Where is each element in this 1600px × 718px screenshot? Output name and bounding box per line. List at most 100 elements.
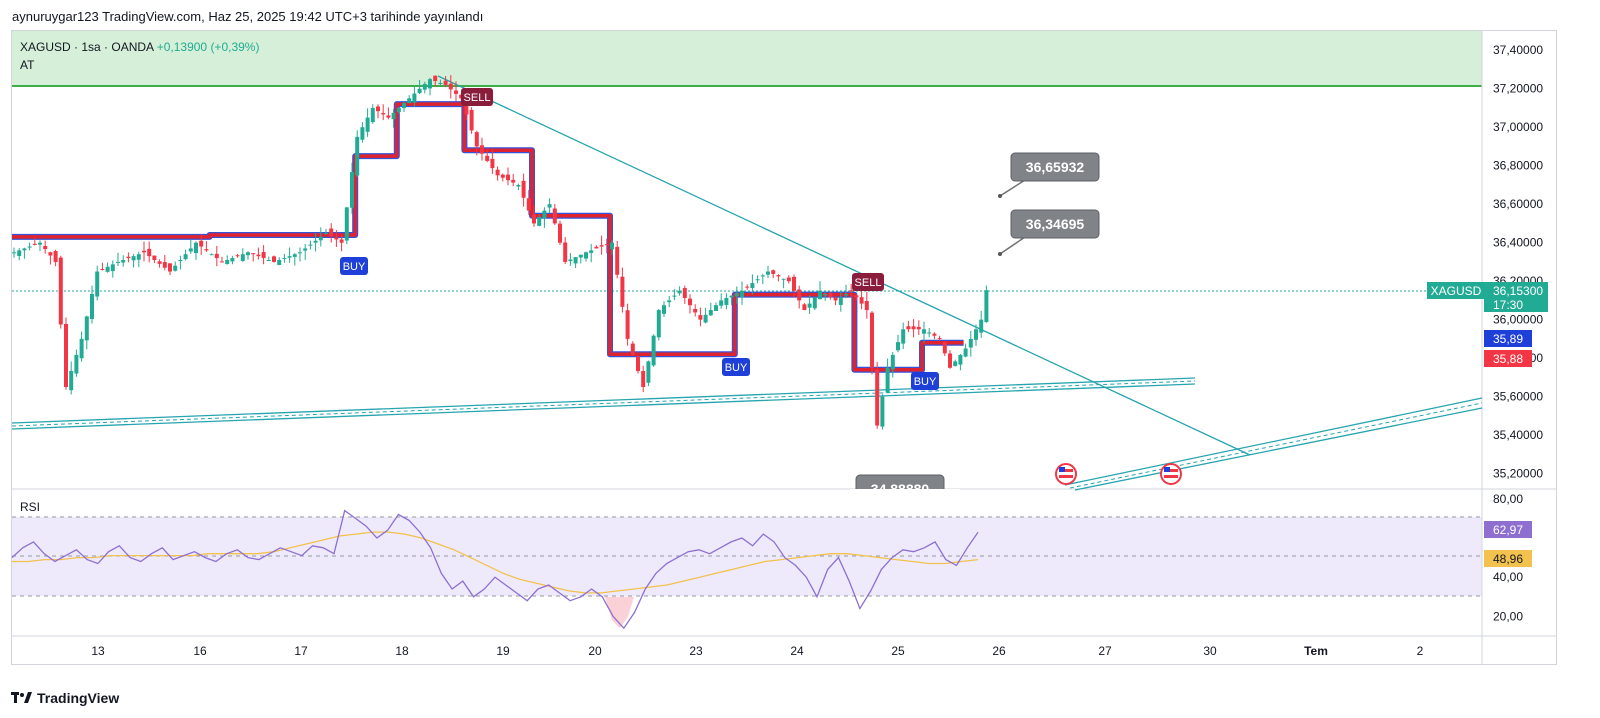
candle-body [526, 198, 531, 211]
us-event-icon[interactable] [1160, 463, 1182, 485]
rising-channel[interactable] [1064, 397, 1483, 491]
candle [859, 289, 864, 310]
candle-body [12, 252, 16, 254]
signal-label: BUY [914, 376, 937, 388]
candle-body [880, 396, 885, 427]
candle-body [974, 329, 978, 340]
signal-sell[interactable]: SELL [852, 273, 884, 291]
callout-box [1010, 209, 1100, 239]
candle-body [922, 329, 926, 334]
candle [698, 307, 703, 327]
signal-buy[interactable]: BUY [340, 257, 368, 275]
candle-body [610, 242, 614, 250]
time-tick-label: 25 [891, 644, 905, 658]
callout-anchor [998, 194, 1002, 198]
candle-body [594, 246, 599, 249]
candle [532, 206, 536, 227]
candle [147, 241, 152, 263]
tradingview-logo-icon [11, 692, 32, 703]
candle [240, 248, 245, 262]
candle [344, 206, 349, 245]
candle-body [714, 305, 718, 312]
rsi-value-tag[interactable]: 48,96 [1484, 550, 1532, 567]
callout-pointer [999, 179, 1026, 197]
candle-body [916, 326, 921, 330]
indicator-price-tag[interactable]: 35,88 [1484, 350, 1532, 367]
candle-body [350, 172, 354, 208]
indicator-price-tag[interactable]: 35,89 [1484, 330, 1532, 347]
candle-body [272, 256, 276, 262]
candle [188, 239, 193, 254]
candle-body [433, 75, 438, 82]
candle [802, 303, 807, 311]
candle-body [568, 259, 573, 262]
candle [521, 173, 526, 207]
signal-buy[interactable]: BUY [911, 372, 939, 390]
us-event-icon[interactable] [1055, 463, 1077, 485]
candle-body [849, 290, 854, 292]
candle-body [932, 333, 937, 336]
candle-body [651, 335, 656, 366]
candle-body [334, 237, 339, 240]
candle-body [422, 83, 427, 90]
callout-anchor [998, 252, 1002, 256]
candle [235, 253, 240, 258]
candle [422, 81, 427, 94]
candle-body [147, 248, 152, 257]
candle-body [604, 244, 609, 246]
candle-body [797, 289, 802, 301]
candle-body [901, 329, 906, 344]
rsi-lines [11, 509, 979, 630]
tag-box [1484, 550, 1532, 567]
candle [64, 317, 68, 390]
rsi-label[interactable]: RSI [20, 500, 41, 514]
candle-body [516, 184, 521, 187]
rsi-axis-ticks: 80,00 40,00 20,00 62,97 48,96 [1484, 492, 1532, 623]
price-callout[interactable]: 36,34695 [998, 209, 1100, 256]
descending-trendline[interactable] [437, 75, 1251, 456]
candle [558, 220, 562, 246]
candle-body [776, 275, 781, 277]
candle [428, 77, 432, 96]
candle-body [667, 300, 672, 303]
last-price-value: 36,15300 [1493, 284, 1543, 298]
price-callout[interactable]: 36,65932 [998, 152, 1100, 198]
rsi-tick-label: 20,00 [1493, 609, 1523, 623]
chart-legend-symbol[interactable]: XAGUSD · 1sa · OANDA +0,13900 (+0,39%) [20, 40, 259, 54]
candle [90, 285, 94, 324]
candle-body [584, 252, 588, 259]
support-channel[interactable] [11, 377, 1196, 430]
indicator-label[interactable]: AT [20, 58, 35, 72]
candle-body [204, 249, 209, 251]
candle-body [724, 298, 729, 305]
candle [376, 104, 380, 119]
candle [948, 350, 952, 369]
candle [500, 173, 505, 182]
candle-body [126, 256, 131, 259]
candle-body [235, 255, 240, 257]
candle [656, 308, 661, 341]
candle-body [682, 288, 687, 299]
candle [110, 260, 115, 278]
candle-body [391, 112, 396, 120]
candle [760, 273, 765, 285]
signal-buy[interactable]: BUY [722, 358, 750, 376]
symbol-tag-box [1427, 282, 1485, 299]
candle [870, 310, 874, 375]
rsi-value-tag[interactable]: 62,97 [1484, 521, 1532, 538]
candle-body [844, 293, 848, 296]
candle [84, 315, 89, 350]
candle-body [896, 342, 900, 351]
candle-body [209, 254, 214, 256]
candle-body [906, 326, 911, 330]
candle-body [22, 248, 27, 251]
signal-sell[interactable]: SELL [461, 88, 493, 106]
candle [942, 340, 947, 356]
candle [204, 241, 209, 253]
candle-body [984, 290, 989, 323]
candle-body [474, 132, 479, 147]
candle [755, 275, 760, 284]
